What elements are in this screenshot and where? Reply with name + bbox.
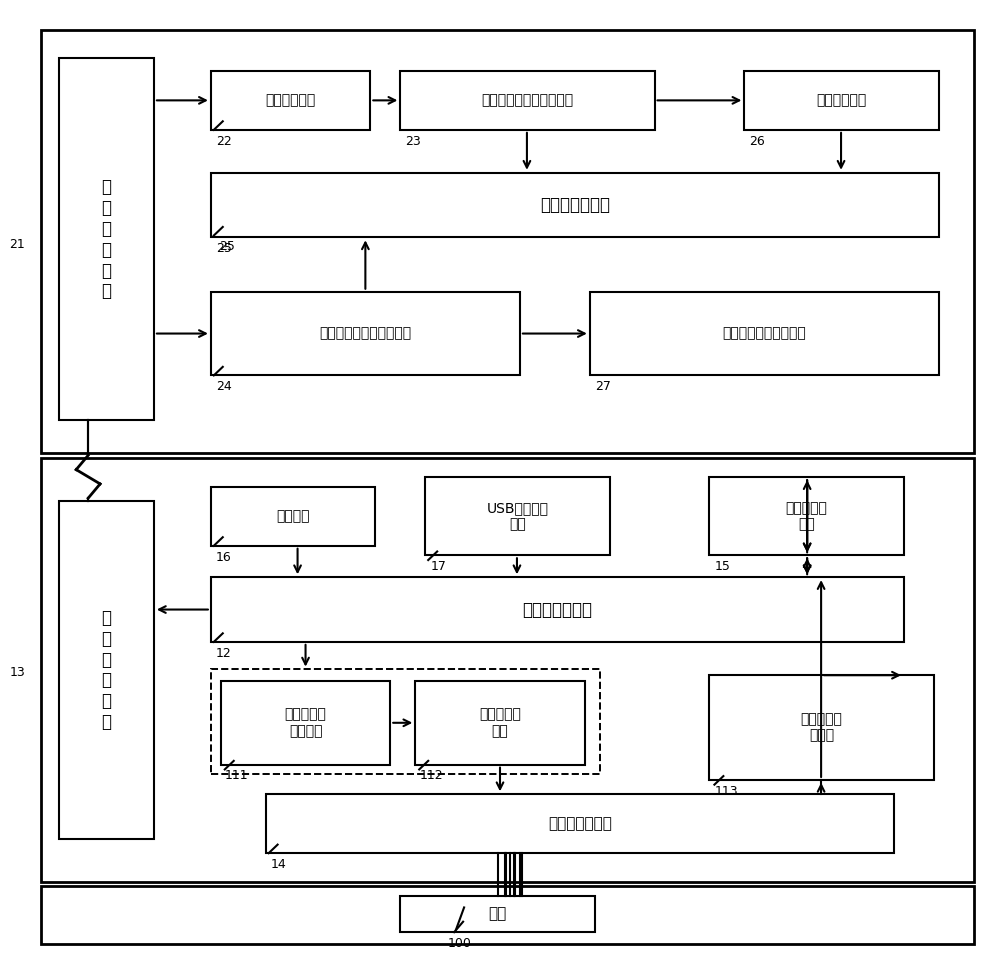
- Text: 电阻抗时域特征提取模块: 电阻抗时域特征提取模块: [481, 94, 573, 107]
- Text: 23: 23: [405, 135, 421, 148]
- Text: 14: 14: [271, 858, 286, 871]
- Text: 21: 21: [9, 238, 25, 250]
- Text: 电阻抗频域特征提取模块: 电阻抗频域特征提取模块: [319, 327, 411, 341]
- Bar: [59, 58, 154, 420]
- Bar: [211, 577, 904, 642]
- Bar: [221, 681, 390, 765]
- Text: 下位机主控模块: 下位机主控模块: [522, 601, 592, 619]
- Bar: [41, 30, 974, 454]
- Text: 25: 25: [216, 243, 232, 255]
- Text: 13: 13: [9, 666, 25, 679]
- Bar: [709, 675, 934, 780]
- Text: 25: 25: [219, 241, 235, 253]
- Text: 22: 22: [216, 135, 232, 148]
- Text: 26: 26: [749, 135, 765, 148]
- Text: 无
线
接
收
模
块: 无 线 接 收 模 块: [102, 609, 112, 731]
- Text: 24: 24: [216, 380, 232, 393]
- Bar: [59, 501, 154, 838]
- Text: 信号预处理
模块: 信号预处理 模块: [786, 501, 828, 531]
- Text: 100: 100: [448, 937, 472, 950]
- Bar: [211, 291, 520, 375]
- Bar: [425, 478, 610, 555]
- Text: 113: 113: [714, 785, 738, 797]
- Bar: [211, 487, 375, 545]
- Bar: [41, 458, 974, 881]
- Text: 患者: 患者: [488, 906, 507, 922]
- Bar: [266, 795, 894, 853]
- Text: 压控恒流源
单元: 压控恒流源 单元: [479, 708, 521, 738]
- Text: 15: 15: [714, 560, 730, 573]
- Text: 中频正弦波
发生单元: 中频正弦波 发生单元: [285, 708, 326, 738]
- Bar: [400, 896, 595, 932]
- Bar: [744, 71, 939, 130]
- Text: 111: 111: [225, 770, 248, 782]
- Text: 排尿报警模块: 排尿报警模块: [816, 94, 867, 107]
- Text: USB数据存储
模块: USB数据存储 模块: [486, 501, 548, 531]
- Bar: [211, 173, 939, 238]
- Bar: [41, 886, 974, 944]
- Text: 112: 112: [419, 770, 443, 782]
- Text: 电源模块: 电源模块: [276, 509, 310, 523]
- Bar: [415, 681, 585, 765]
- Text: 16: 16: [216, 550, 232, 563]
- Text: 多通道开关模块: 多通道开关模块: [548, 817, 612, 831]
- Text: 交流信号接
收模块: 交流信号接 收模块: [801, 712, 843, 743]
- Text: 17: 17: [430, 560, 446, 573]
- Text: 无
线
接
收
模
块: 无 线 接 收 模 块: [102, 179, 112, 300]
- Text: 上位机主控模块: 上位机主控模块: [540, 196, 610, 214]
- Bar: [400, 71, 655, 130]
- Bar: [709, 478, 904, 555]
- Bar: [590, 291, 939, 375]
- Text: 自主调节功能评估模块: 自主调节功能评估模块: [722, 327, 806, 341]
- Bar: [211, 71, 370, 130]
- Text: 滤波处理模块: 滤波处理模块: [265, 94, 316, 107]
- Text: 12: 12: [216, 647, 232, 660]
- Text: 27: 27: [595, 380, 611, 393]
- Bar: [211, 669, 600, 775]
